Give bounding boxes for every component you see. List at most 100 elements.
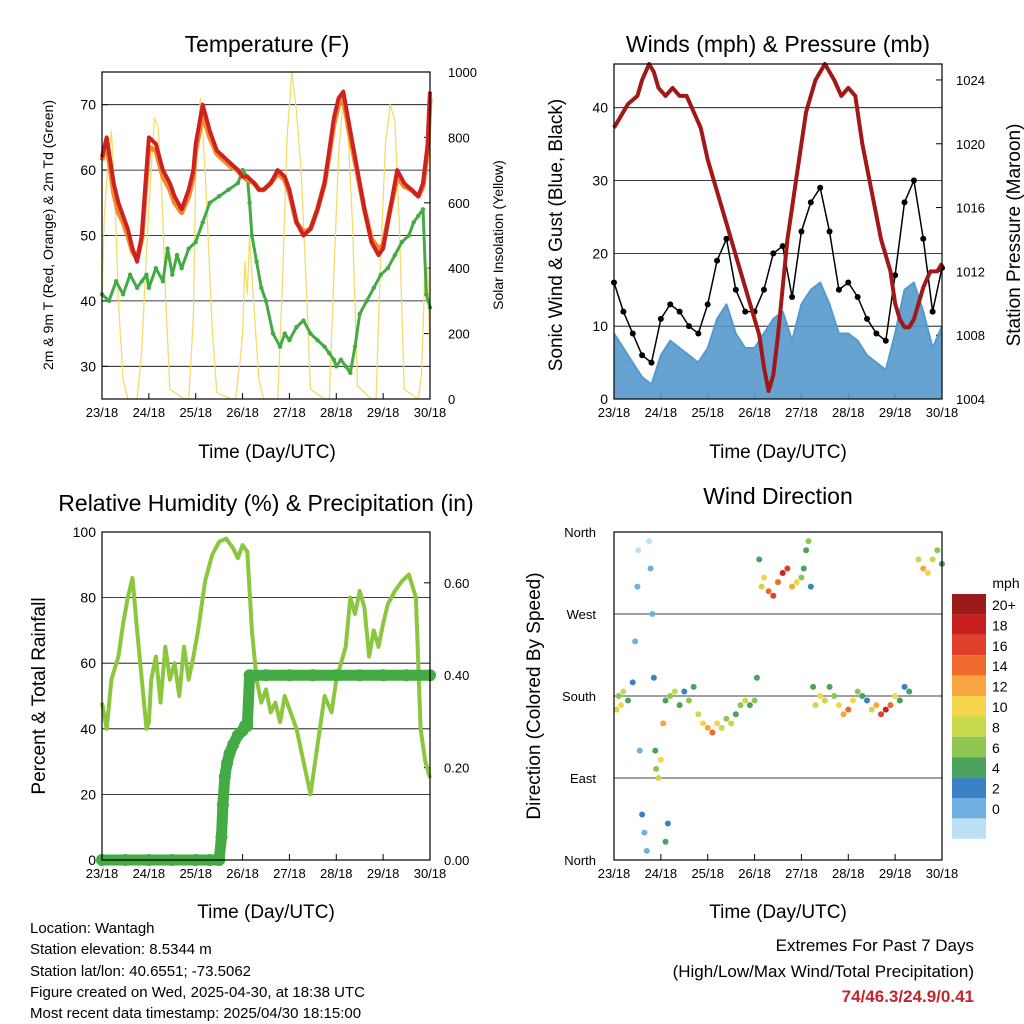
- direction-point: [887, 702, 894, 709]
- dewpoint-point: [193, 239, 198, 245]
- dewpoint-point: [134, 285, 140, 291]
- direction-point: [613, 706, 620, 713]
- direction-ytick-label: East: [570, 771, 596, 786]
- winds-y2tick-label: 1016: [956, 201, 985, 216]
- direction-point: [704, 724, 711, 731]
- dewpoint-point: [294, 324, 299, 330]
- direction-point: [770, 592, 777, 599]
- direction-point: [655, 775, 662, 781]
- temperature-title: Temperature (F): [185, 31, 350, 57]
- direction-point: [849, 697, 856, 704]
- direction-point: [896, 697, 903, 704]
- precip-point: [216, 798, 229, 811]
- rh-plot-area: 0 20 40 60 80 100 0.00 0.20 0.40 0.60 23/18 24/18 25…: [73, 524, 470, 881]
- precip-point: [330, 669, 343, 682]
- winds-y2tick-label: 1024: [956, 73, 985, 88]
- extremes-box: Extremes For Past 7 Days (High/Low/Max W…: [673, 933, 974, 1010]
- precip-point: [400, 669, 413, 682]
- direction-point: [636, 747, 643, 754]
- direction-point: [810, 683, 817, 690]
- precip-point: [215, 830, 228, 843]
- direction-point: [742, 697, 749, 704]
- legend-label: 16: [992, 638, 1008, 654]
- legend-label: 2: [992, 781, 1000, 797]
- dewpoint-point: [139, 279, 145, 284]
- dewpoint-point: [153, 266, 159, 271]
- direction-point: [728, 720, 735, 727]
- legend-label: 20+: [992, 597, 1016, 613]
- winds-xtick-label: 28/18: [832, 405, 865, 420]
- precip-point: [241, 720, 254, 733]
- temperature-plot-area: 30 40 50 60 70 0 200 400 600 800 1000 23/18 24/18 25/…: [80, 65, 477, 420]
- direction-point: [775, 579, 781, 586]
- precip-point: [223, 747, 236, 760]
- direction-xtick-label: 25/18: [691, 866, 724, 881]
- rh-xtick-label: 29/18: [367, 866, 400, 881]
- direction-point: [657, 756, 664, 763]
- direction-ytick-label: North: [564, 525, 596, 540]
- rh-precip-panel: Relative Humidity (%) & Precipitation (i…: [29, 490, 474, 923]
- temperature-ytick-label: 30: [80, 358, 96, 374]
- winds-xtick-label: 29/18: [879, 405, 912, 420]
- direction-point: [662, 838, 669, 845]
- legend-label: 4: [992, 760, 1000, 776]
- direction-point: [873, 702, 880, 709]
- station-latlon: Station lat/lon: 40.6551; -73.5062: [30, 962, 252, 980]
- direction-point: [685, 697, 692, 704]
- temperature-ytick-label: 40: [80, 293, 96, 309]
- dewpoint-point: [352, 344, 358, 349]
- winds-ylabel: Sonic Wind & Gust (Blue, Black): [546, 99, 567, 371]
- direction-point: [901, 683, 908, 690]
- direction-point: [732, 711, 739, 718]
- rh-y2tick-label: 0.20: [444, 761, 469, 776]
- rh-ytick-label: 100: [73, 524, 97, 540]
- rh-frame: [101, 531, 431, 861]
- temperature-panel: Temperature (F) 30 40 50 60 70 0 200 400 600 800 1…: [40, 31, 506, 463]
- rh-y2tick-label: 0.40: [444, 668, 469, 683]
- winds-y2tick-label: 1008: [956, 328, 985, 343]
- legend-swatch: [952, 634, 986, 656]
- precip-point: [221, 756, 234, 769]
- wind-direction-panel: Wind Direction NorthEastSouthWestNorth23…: [524, 483, 1020, 923]
- direction-point: [660, 720, 667, 727]
- rh-ytick-label: 60: [80, 655, 96, 671]
- direction-ytick-label: South: [562, 689, 596, 704]
- rh-ytick-label: 20: [80, 786, 96, 802]
- rh-xtick-label: 25/18: [179, 866, 212, 881]
- legend-swatch: [952, 655, 986, 676]
- winds-xtick-label: 24/18: [645, 405, 678, 420]
- rh-ytick-label: 40: [80, 721, 96, 737]
- legend-swatch: [952, 594, 986, 615]
- dewpoint-point: [287, 337, 292, 343]
- direction-point: [695, 711, 702, 718]
- station-info: Location: Wantagh Station elevation: 8.5…: [30, 918, 365, 1024]
- rh-xtick-label: 24/18: [133, 866, 166, 881]
- direction-point: [845, 706, 852, 713]
- winds-y2tick-label: 1020: [956, 137, 985, 152]
- extremes-subtitle: (High/Low/Max Wind/Total Precipitation): [672, 961, 974, 981]
- direction-point: [758, 583, 765, 590]
- legend-label: 0: [992, 801, 1000, 817]
- winds-xtick-label: 25/18: [691, 405, 724, 420]
- gust-line: [613, 179, 943, 364]
- speed-legend: mph 20+ 18 16 14 12 10 8 6 4 2 0: [952, 575, 1020, 839]
- dewpoint-point: [113, 279, 119, 284]
- direction-point: [753, 674, 760, 681]
- precip-point: [353, 669, 366, 682]
- temperature-xtick-label: 24/18: [133, 405, 166, 420]
- dewpoint-point: [120, 292, 126, 297]
- dewpoint-point: [322, 344, 327, 349]
- temp-2m-line: [100, 89, 432, 264]
- winds-title: Winds (mph) & Pressure (mb): [626, 31, 930, 57]
- direction-point: [864, 697, 871, 704]
- winds-ytick-label: 10: [592, 318, 608, 334]
- winds-y2tick-label: 1004: [956, 392, 985, 407]
- direction-point: [681, 688, 688, 695]
- direction-point: [805, 538, 812, 545]
- direction-point: [649, 611, 656, 617]
- winds-ytick-label: 20: [592, 245, 608, 261]
- rh-xtick-label: 28/18: [320, 866, 353, 881]
- direction-point: [635, 547, 642, 554]
